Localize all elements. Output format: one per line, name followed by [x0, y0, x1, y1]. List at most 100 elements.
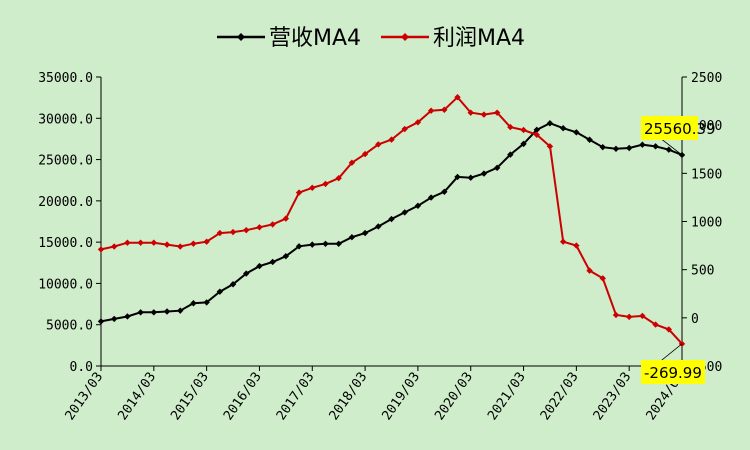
data-point	[573, 129, 580, 136]
data-point	[282, 252, 290, 260]
data-point	[533, 131, 540, 138]
data-point	[348, 159, 356, 166]
data-point	[520, 126, 527, 134]
data-point	[586, 267, 593, 274]
data-point	[177, 307, 184, 314]
x-tick-label: 2020/03	[432, 370, 476, 423]
legend-label: 利润MA4	[433, 26, 525, 51]
data-point	[507, 123, 514, 131]
x-tick-label: 2023/03	[591, 370, 635, 423]
series-layer	[97, 94, 686, 348]
data-point	[533, 126, 540, 134]
data-point	[401, 209, 408, 216]
data-point	[559, 238, 567, 245]
data-point	[599, 275, 606, 282]
data-point	[401, 125, 408, 133]
data-point	[639, 141, 646, 148]
legend: 营收MA4 利润MA4	[217, 26, 525, 51]
data-point	[137, 239, 144, 246]
data-point	[625, 313, 633, 321]
data-point	[427, 107, 435, 114]
y-right-tick-label: 2500	[691, 71, 722, 86]
callouts: 25560.39 -269.99	[641, 116, 716, 384]
data-point	[256, 224, 263, 231]
y-right-tick-label: 0	[691, 312, 699, 327]
y-left-tick-label: 15000.0	[38, 236, 93, 251]
data-point	[559, 124, 567, 132]
data-point	[375, 141, 382, 148]
y-left-tick-label: 10000.0	[38, 277, 93, 292]
data-point	[467, 109, 474, 116]
y-left-tick-label: 25000.0	[38, 154, 93, 169]
data-point	[97, 246, 105, 253]
data-point	[216, 229, 224, 237]
x-tick-label: 2015/03	[168, 370, 212, 423]
data-point	[493, 164, 501, 172]
y-right-tick-label: 1000	[691, 216, 722, 231]
data-point	[573, 242, 580, 249]
data-point	[150, 239, 158, 246]
data-point	[388, 136, 395, 143]
data-point	[163, 241, 171, 248]
y-left-tick-label: 5000.0	[46, 319, 93, 334]
y-left-tick-label: 30000.0	[38, 112, 93, 127]
data-point	[229, 281, 237, 288]
data-point	[427, 194, 435, 201]
data-point	[335, 174, 342, 182]
callout-box	[641, 360, 705, 384]
data-point	[361, 229, 369, 237]
data-point	[625, 144, 633, 152]
data-point	[375, 223, 382, 230]
data-point	[441, 106, 448, 113]
data-point	[269, 221, 276, 228]
data-point	[388, 215, 395, 223]
data-point	[203, 299, 210, 306]
data-point	[546, 143, 554, 150]
data-point	[361, 150, 369, 158]
data-point	[454, 94, 461, 101]
series-line-revenue	[100, 122, 683, 323]
y-right-tick-label: 2000	[691, 119, 722, 134]
data-point	[414, 119, 422, 126]
data-point	[229, 228, 237, 236]
data-point	[322, 240, 329, 247]
x-tick-label: 2017/03	[274, 370, 318, 423]
data-point	[652, 143, 659, 150]
data-point	[150, 309, 158, 316]
x-tick-label: 2018/03	[327, 370, 371, 423]
legend-marker	[237, 33, 245, 41]
data-point	[256, 262, 263, 270]
data-point	[309, 241, 316, 248]
data-point	[295, 189, 303, 196]
data-point	[163, 308, 171, 315]
y-axis-left: 0.0 5000.0 10000.0 15000.0 20000.0 25000.0 300…	[38, 71, 102, 375]
data-point	[124, 313, 131, 320]
data-point	[203, 238, 210, 245]
data-point	[348, 233, 356, 241]
x-tick-label: 2022/03	[538, 370, 582, 423]
data-point	[111, 315, 118, 323]
data-point	[243, 226, 250, 234]
y-left-tick-label: 20000.0	[38, 195, 93, 210]
data-point	[137, 309, 144, 316]
data-point	[97, 318, 105, 325]
y-right-tick-label: 1500	[691, 167, 722, 182]
data-point	[414, 202, 422, 210]
data-point	[111, 243, 118, 250]
data-point	[480, 170, 488, 177]
data-point	[441, 188, 448, 195]
legend-label: 营收MA4	[269, 26, 361, 51]
callout-box	[641, 116, 698, 140]
data-point	[599, 143, 606, 151]
x-tick-label: 2013/03	[63, 370, 107, 423]
data-point	[480, 111, 488, 118]
x-axis: 2013/03 2014/03 2015/03 2016/03 2017/03 2018/…	[63, 365, 687, 423]
y-left-tick-label: 35000.0	[38, 71, 93, 86]
data-point	[309, 184, 316, 191]
callout-label: -269.99	[644, 364, 702, 382]
x-tick-label: 2014/03	[115, 370, 159, 423]
x-tick-label: 2016/03	[221, 370, 265, 423]
x-tick-label: 2019/03	[379, 370, 423, 423]
data-point	[612, 145, 620, 153]
data-point	[586, 136, 593, 143]
